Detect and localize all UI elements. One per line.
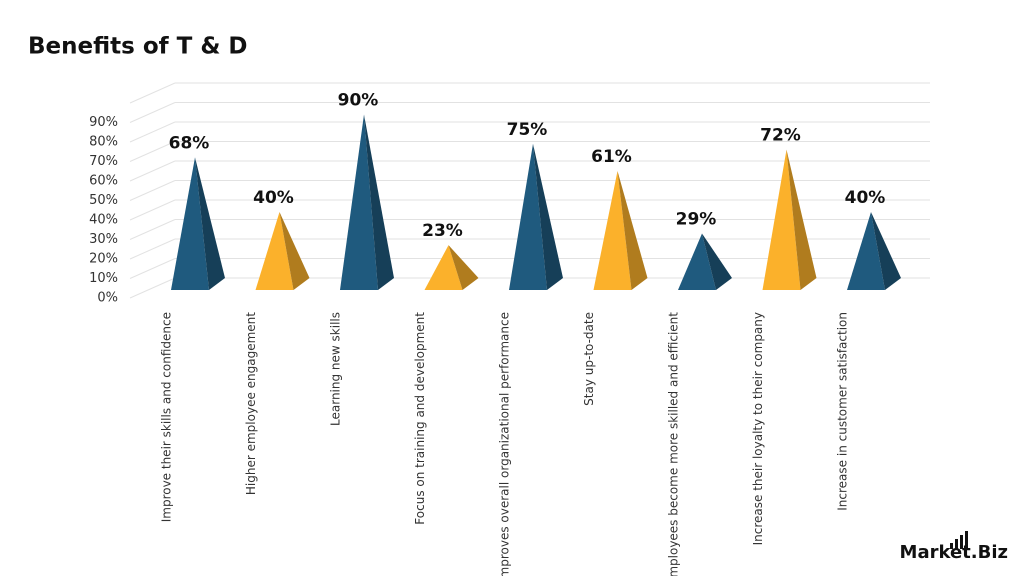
logo: Market.Biz (900, 531, 1008, 563)
pyramid-front (424, 245, 463, 290)
y-tick-label: 70% (89, 154, 118, 169)
pyramid-front (509, 143, 547, 290)
pyramid (847, 212, 901, 290)
pyramid-side (448, 245, 479, 290)
y-tick-label: 40% (89, 213, 118, 228)
x-tick-label: Higher employee engagement (244, 312, 258, 495)
data-label: 68% (169, 133, 210, 153)
grid-line (129, 82, 176, 104)
pyramid (255, 212, 310, 290)
pyramid (762, 149, 817, 290)
grid-line (129, 141, 176, 162)
data-label: 23% (422, 221, 463, 241)
y-tick-label: 90% (89, 115, 118, 130)
y-tick-label: 60% (89, 174, 118, 189)
data-label: 75% (507, 120, 548, 140)
grid-line (129, 199, 176, 221)
x-tick-label: Increase their loyalty to their company (751, 312, 765, 545)
grid-line (129, 219, 176, 240)
y-tick-label: 80% (89, 135, 118, 150)
y-tick-label: 20% (89, 252, 118, 267)
x-tick-label: Improves overall organizational performa… (498, 312, 512, 576)
x-tick-label: Increase in customer satisfaction (836, 312, 850, 511)
pyramid-side (364, 114, 394, 290)
x-tick-label: Focus on training and development (413, 312, 427, 525)
grid-line (129, 121, 176, 143)
x-tick-label: Stay up-to-date (582, 312, 596, 406)
chart-title: Benefits of T & D (28, 34, 248, 60)
grid-line (129, 238, 176, 260)
x-tick-label: Improve their skills and confidence (160, 312, 174, 522)
pyramid-front (340, 114, 378, 290)
x-tick-label: Learning new skills (329, 312, 343, 426)
pyramid (593, 171, 648, 290)
pyramid-front (171, 157, 209, 290)
pyramid (424, 245, 479, 290)
data-label: 72% (760, 126, 801, 146)
data-label: 61% (591, 147, 632, 167)
logo-text: Market.Biz (900, 542, 1008, 563)
y-tick-label: 30% (89, 232, 118, 247)
data-label: 40% (253, 188, 294, 208)
grid-line (129, 102, 176, 123)
grid-line (129, 277, 176, 299)
pyramid-front (847, 212, 885, 290)
pyramid-front (762, 149, 801, 290)
pyramid (340, 114, 394, 290)
pyramid-front (255, 212, 294, 290)
y-tick-label: 0% (97, 291, 118, 306)
pyramid-front (678, 233, 716, 290)
y-tick-label: 50% (89, 193, 118, 208)
pyramid (509, 143, 563, 290)
pyramid (678, 233, 732, 290)
data-label: 90% (338, 91, 379, 111)
grid-line (129, 180, 176, 201)
pyramid-side (195, 157, 225, 290)
pyramid (171, 157, 225, 290)
pyramid-side (533, 143, 563, 290)
pyramid-front (593, 171, 632, 290)
pyramid-side (702, 233, 732, 290)
pyramid-side (279, 212, 310, 290)
pyramid-side (786, 149, 817, 290)
x-tick-label: Employees become more skilled and effici… (667, 312, 681, 576)
pyramid-side (871, 212, 901, 290)
pyramid-side (617, 171, 648, 290)
data-label: 40% (845, 188, 886, 208)
grid-line (129, 258, 176, 279)
data-label: 29% (676, 209, 717, 229)
y-tick-label: 10% (89, 271, 118, 286)
grid-line (129, 160, 176, 182)
